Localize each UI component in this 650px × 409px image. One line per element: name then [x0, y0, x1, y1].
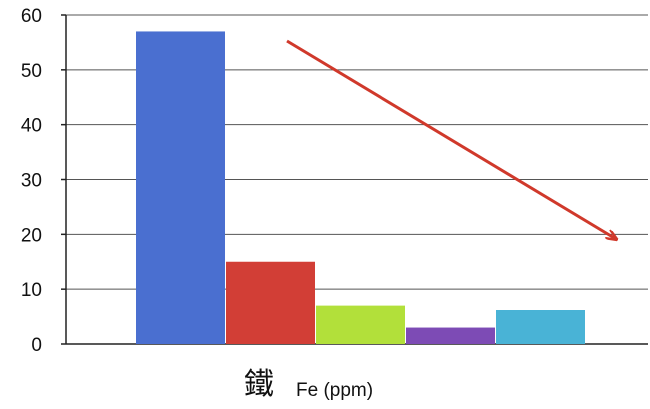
bars	[136, 31, 585, 344]
bar-3	[316, 305, 405, 344]
y-tick-label: 10	[21, 280, 42, 301]
y-tick-label: 40	[21, 116, 42, 137]
trend-arrow	[286, 39, 616, 239]
y-tick-label: 60	[21, 6, 42, 27]
y-tick-label: 20	[21, 225, 42, 246]
y-tick-label: 50	[21, 61, 42, 82]
x-axis-title-cjk: 鐵	[244, 367, 274, 402]
bar-4	[406, 327, 495, 344]
x-axis-title-latin: Fe (ppm)	[296, 380, 373, 401]
y-tick-labels: 0 10 20 30 40 50 60	[21, 6, 42, 356]
y-tick-label: 30	[21, 171, 42, 192]
bar-2	[226, 261, 315, 344]
x-axis-title: 鐵 Fe (ppm)	[244, 367, 373, 402]
bar-1	[136, 31, 225, 344]
bar-5	[496, 310, 585, 344]
y-tick-label: 0	[31, 335, 42, 356]
